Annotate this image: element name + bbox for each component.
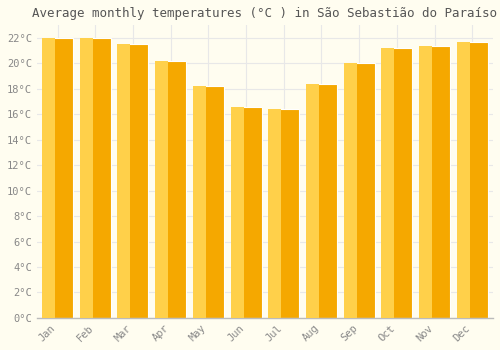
Bar	[306, 84, 337, 318]
Bar	[155, 61, 186, 318]
Bar	[42, 38, 55, 318]
Bar	[230, 107, 262, 318]
Bar	[268, 109, 299, 318]
Bar	[382, 48, 394, 318]
Bar	[344, 63, 374, 318]
Bar	[80, 38, 110, 318]
Bar	[193, 86, 224, 318]
Bar	[118, 44, 130, 318]
Title: Average monthly temperatures (°C ) in São Sebastião do Paraíso: Average monthly temperatures (°C ) in Sã…	[32, 7, 497, 20]
Bar	[155, 61, 168, 318]
Bar	[306, 84, 319, 318]
Bar	[457, 42, 488, 318]
Bar	[193, 86, 206, 318]
Bar	[419, 46, 450, 318]
Bar	[80, 38, 93, 318]
Bar	[382, 48, 412, 318]
Bar	[268, 109, 281, 318]
Bar	[344, 63, 356, 318]
Bar	[457, 42, 470, 318]
Bar	[42, 38, 73, 318]
Bar	[118, 44, 148, 318]
Bar	[419, 46, 432, 318]
Bar	[230, 107, 243, 318]
